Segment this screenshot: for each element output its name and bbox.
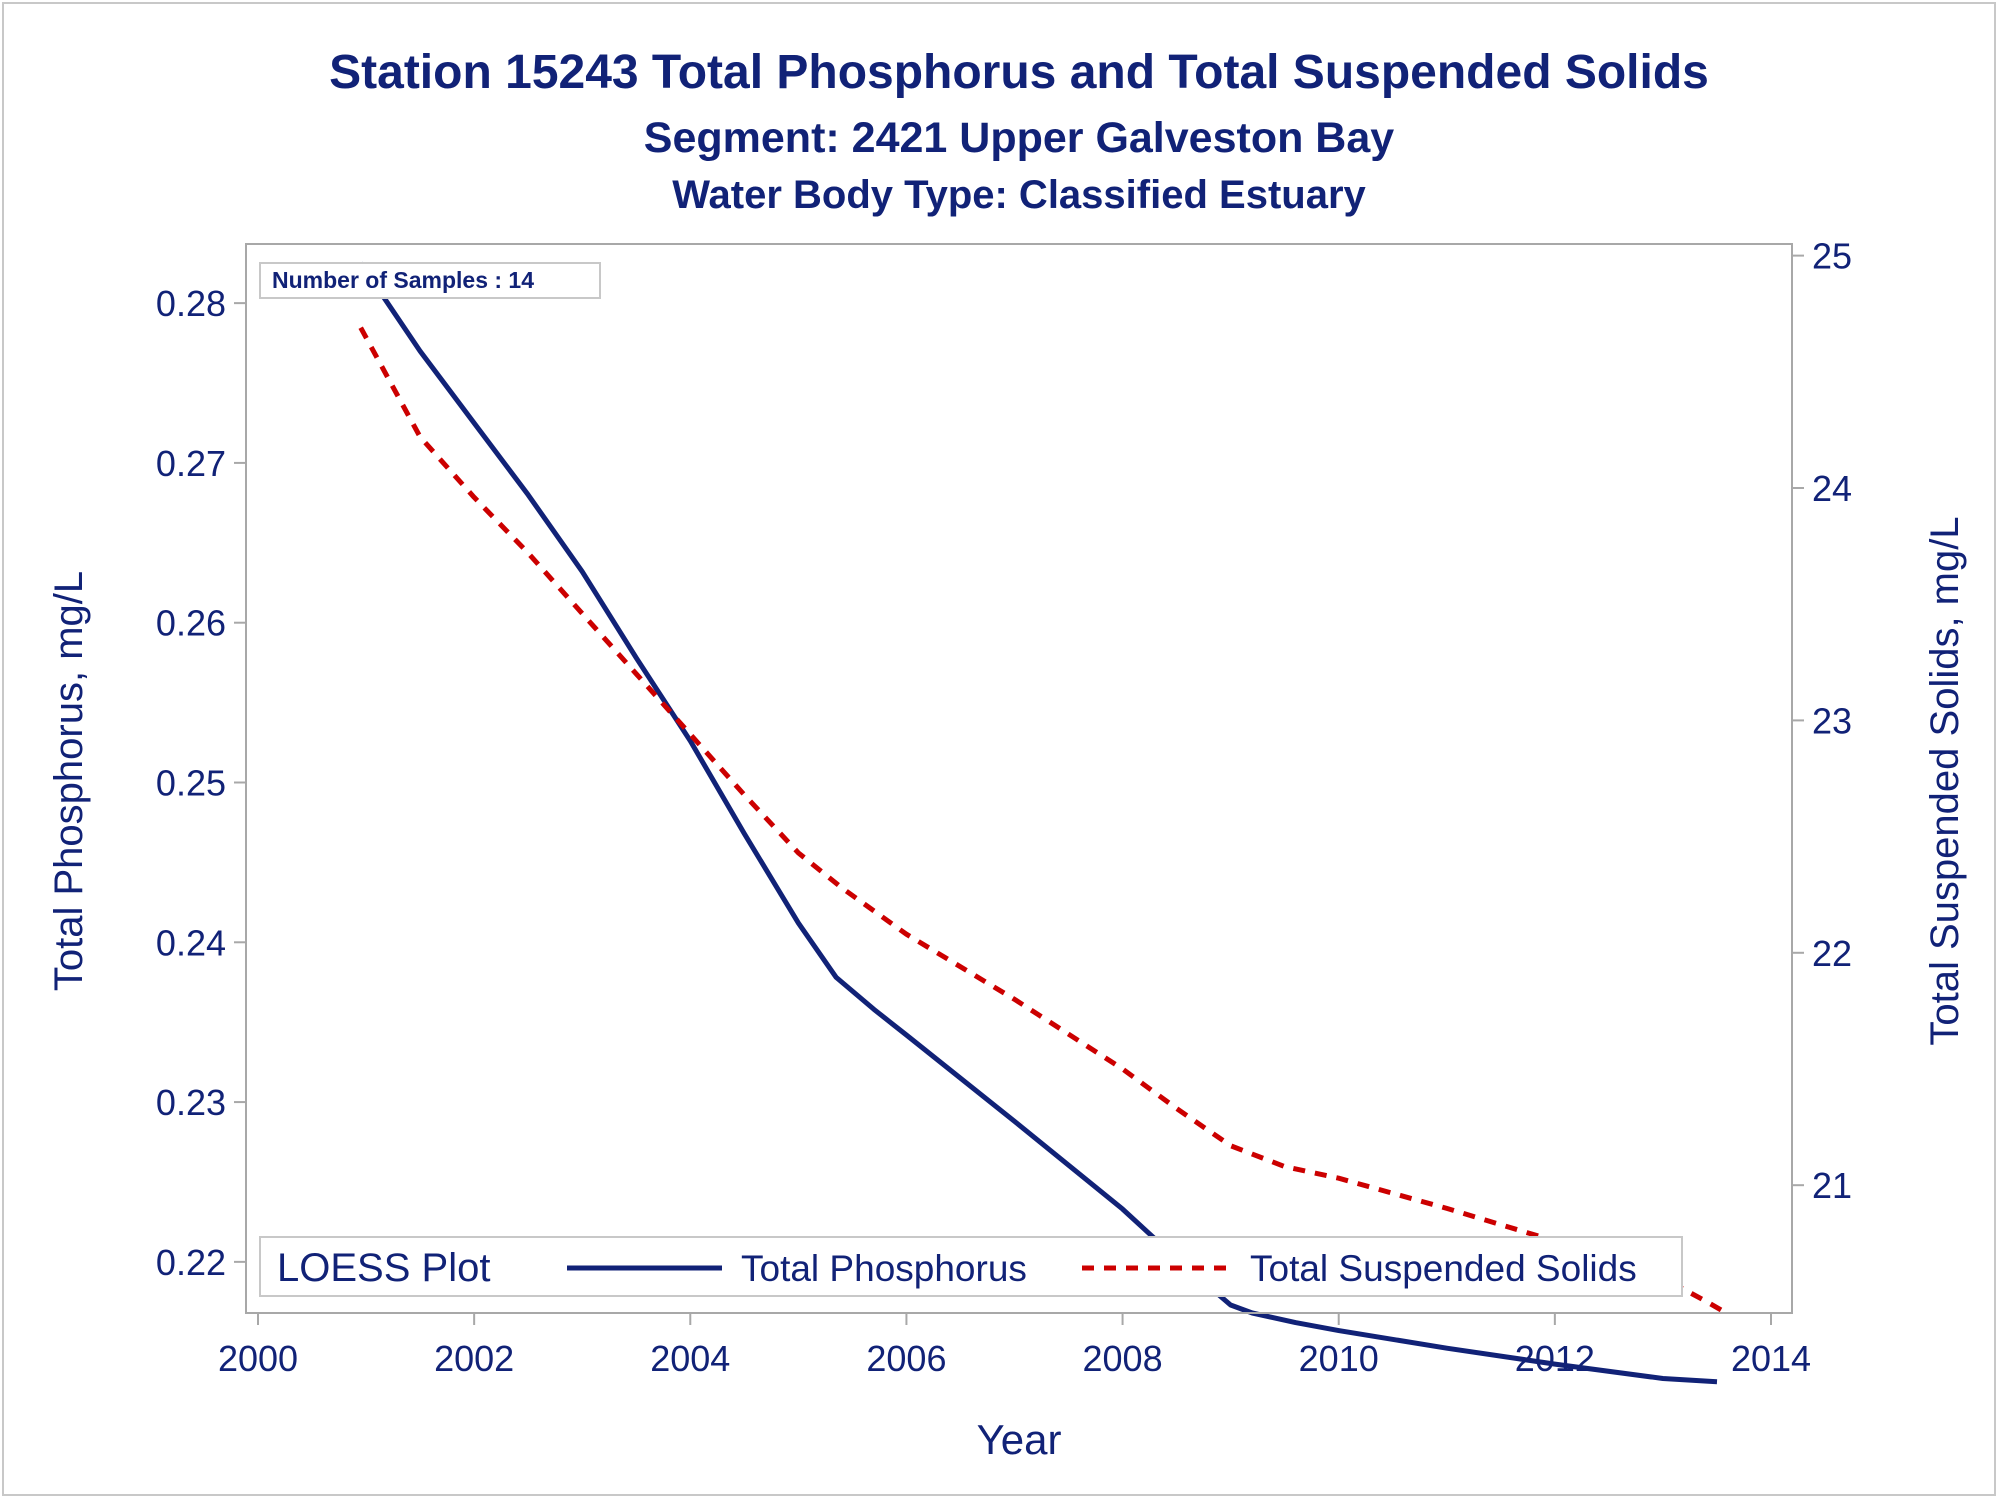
x-tick-label: 2006 (866, 1338, 946, 1379)
plot-area-frame (245, 243, 1793, 1314)
legend-frame (259, 1236, 1683, 1297)
sample-count-box: Number of Samples : 14 (259, 262, 601, 299)
chart-subtitle-2: Water Body Type: Classified Estuary (672, 173, 1366, 217)
legend-title: LOESS Plot (277, 1246, 490, 1290)
y2-tick-label: 23 (1812, 700, 1852, 741)
legend-label-total-suspended-solids: Total Suspended Solids (1250, 1248, 1637, 1289)
y2-tick-label: 24 (1812, 468, 1852, 509)
x-tick-label: 2010 (1299, 1338, 1379, 1379)
y2-tick-label: 25 (1812, 236, 1852, 277)
legend-label-total-phosphorus: Total Phosphorus (741, 1248, 1027, 1289)
chart-subtitle: Segment: 2421 Upper Galveston Bay (644, 114, 1394, 162)
loess-chart: Station 15243 Total Phosphorus and Total… (47, 46, 1967, 1463)
y2-axis-label: Total Suspended Solids, mg/L (1923, 516, 1967, 1045)
x-tick-label: 2000 (218, 1338, 298, 1379)
axes-layer: 2000 2002 2004 2006 2008 2010 2012 2014 0.22 0.23… (156, 236, 1852, 1379)
sample-count-label: Number of Samples : 14 (272, 267, 534, 293)
x-axis-label: Year (977, 1416, 1062, 1463)
y-tick-label: 0.27 (156, 443, 226, 484)
chart-title: Station 15243 Total Phosphorus and Total… (329, 46, 1709, 99)
y-tick-label: 0.24 (156, 922, 226, 963)
plot-layer (358, 261, 1724, 1385)
y-tick-label: 0.25 (156, 762, 226, 803)
series-line-total-phosphorus (358, 261, 1718, 1385)
y-tick-label: 0.26 (156, 603, 226, 644)
x-tick-label: 2014 (1731, 1338, 1811, 1379)
y-tick-label: 0.28 (156, 283, 226, 324)
series-line-total-suspended-solids (358, 326, 1724, 1313)
y2-tick-label: 21 (1812, 1165, 1852, 1206)
sample-count-frame (259, 262, 601, 299)
legend: LOESS Plot Total Phosphorus Total Suspen… (259, 1236, 1683, 1297)
x-tick-label: 2012 (1515, 1338, 1595, 1379)
y-tick-label: 0.22 (156, 1242, 226, 1283)
x-tick-label: 2004 (650, 1338, 730, 1379)
x-tick-label: 2002 (434, 1338, 514, 1379)
y-axis-label: Total Phosphorus, mg/L (47, 571, 91, 991)
y2-tick-label: 22 (1812, 933, 1852, 974)
x-tick-label: 2008 (1083, 1338, 1163, 1379)
y-tick-label: 0.23 (156, 1082, 226, 1123)
